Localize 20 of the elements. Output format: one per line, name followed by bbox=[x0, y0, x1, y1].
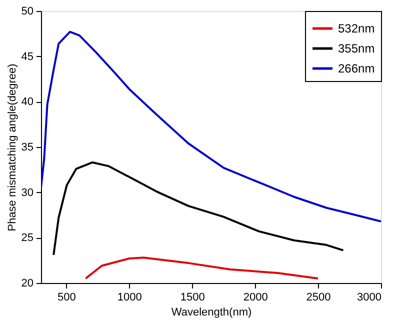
y-tick-label: 40 bbox=[21, 96, 34, 108]
legend-label: 532nm bbox=[338, 22, 375, 36]
x-tick-label: 500 bbox=[58, 292, 76, 304]
x-tick-label: 3000 bbox=[357, 292, 382, 304]
y-axis-title: Phase mismatching angle(degree) bbox=[6, 64, 18, 232]
legend-label: 355nm bbox=[338, 42, 375, 56]
y-tick-label: 45 bbox=[21, 50, 34, 63]
y-tick-label: 25 bbox=[21, 232, 34, 244]
legend-label: 266nm bbox=[338, 62, 375, 76]
x-axis-title: Wavelength(nm) bbox=[171, 306, 252, 318]
line-series bbox=[84, 256, 320, 280]
y-tick-label: 20 bbox=[21, 278, 34, 290]
x-tick-label: 2500 bbox=[306, 292, 331, 304]
line-series bbox=[52, 161, 344, 256]
x-tick-label: 1000 bbox=[117, 292, 142, 304]
x-tick-label: 2000 bbox=[243, 292, 268, 304]
y-tick-label: 35 bbox=[21, 142, 34, 154]
y-tick-label: 30 bbox=[21, 186, 34, 199]
x-tick-label: 1500 bbox=[180, 292, 205, 304]
y-tick-label: 50 bbox=[21, 6, 34, 18]
